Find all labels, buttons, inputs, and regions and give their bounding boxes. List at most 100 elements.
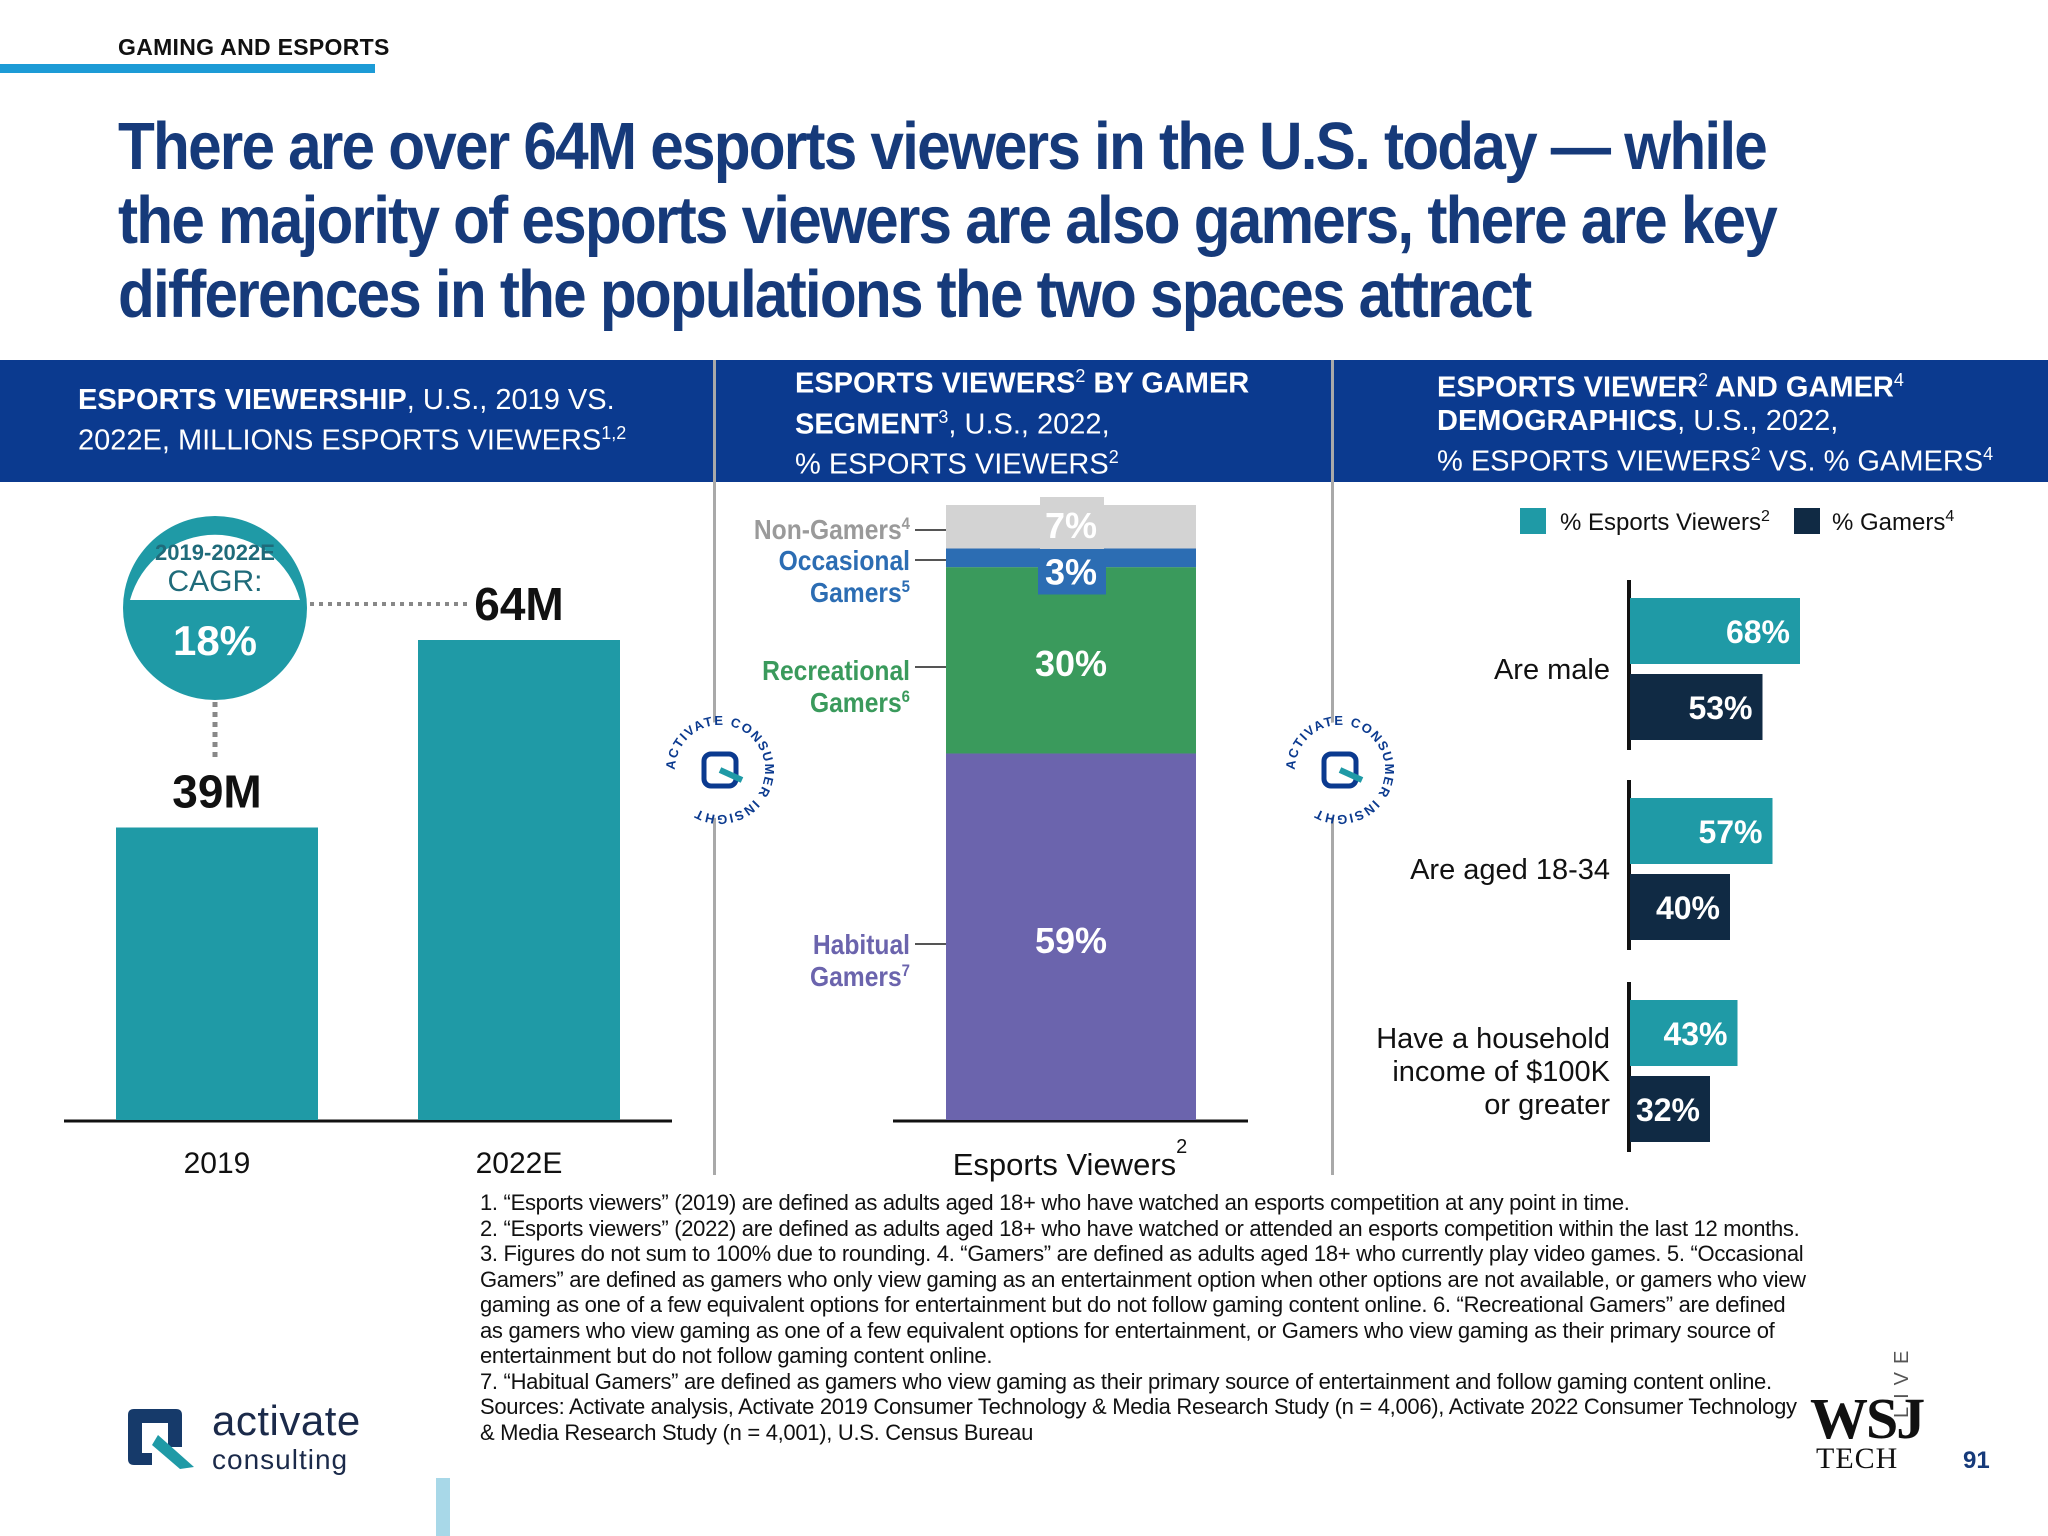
page-title: There are over 64M esports viewers in th… xyxy=(118,109,1778,332)
footnote-1: 1. “Esports viewers” (2019) are defined … xyxy=(480,1190,1630,1215)
legend-label-gamers: % Gamers4 xyxy=(1832,508,1954,536)
panel-header-sup-3: 2 xyxy=(1108,447,1119,468)
panel-header-bold-2: BY GAMER SEGMENT xyxy=(795,367,1250,441)
x-axis-title-text: Esports Viewers xyxy=(953,1147,1176,1182)
segment-label: Recreational xyxy=(762,655,910,687)
panel-header-rest: , U.S., 2022, xyxy=(948,408,1110,441)
section-label: GAMING AND ESPORTS xyxy=(118,34,390,60)
data-label: 43% xyxy=(1663,1016,1727,1052)
segment-label: Habitual xyxy=(813,929,910,961)
footnote-2: 2. “Esports viewers” (2022) are defined … xyxy=(480,1215,1806,1369)
cagr-value: 18% xyxy=(173,617,257,664)
x-tick-label: 2019 xyxy=(184,1147,251,1180)
legend-sup: 2 xyxy=(1761,508,1770,525)
logo-sub: consulting xyxy=(212,1444,349,1475)
segment-label: Non-Gamers4 xyxy=(754,514,910,546)
panel-header-rest: , U.S., 2022, xyxy=(1677,404,1839,437)
legend-label-viewers: % Esports Viewers2 xyxy=(1560,508,1770,536)
logo-name: activate xyxy=(212,1397,361,1444)
footnotes: 1. “Esports viewers” (2019) are defined … xyxy=(480,1190,1810,1445)
activate-logo-icon xyxy=(128,1409,194,1469)
data-label: 64M xyxy=(474,578,563,630)
bar-viewers xyxy=(1630,598,1800,664)
cagr-years: 2019-2022E xyxy=(155,540,275,565)
panel-header-line3: % ESPORTS VIEWERS xyxy=(795,448,1109,481)
panel-header-sup-2: 4 xyxy=(1893,369,1904,390)
legend-text: % Gamers xyxy=(1832,509,1945,536)
panel-header-viewership: ESPORTS VIEWERSHIP, U.S., 2019 VS. 2022E… xyxy=(0,360,715,482)
panel-header-bold: ESPORTS VIEWERS xyxy=(795,367,1076,400)
panel-header-sup-4: 4 xyxy=(1983,443,1994,464)
panel-header-bold-3: DEMOGRAPHICS xyxy=(1437,404,1678,437)
legend-swatch-viewers xyxy=(1520,508,1546,534)
data-label: 32% xyxy=(1636,1092,1700,1128)
panel-header-sup: 2 xyxy=(1075,366,1086,387)
bar-2019 xyxy=(116,827,318,1120)
data-label: 40% xyxy=(1656,890,1720,926)
data-label: 59% xyxy=(1035,920,1107,961)
panel-header-sup-3: 2 xyxy=(1750,443,1761,464)
segment-label: Gamers6 xyxy=(810,687,910,719)
category-label: Are male xyxy=(1494,654,1610,686)
panel-header-sup: 1,2 xyxy=(601,423,627,444)
section-accent-bar xyxy=(0,64,375,73)
segment-label-sup: 5 xyxy=(902,578,910,596)
seal-logo-icon xyxy=(1321,751,1359,789)
category-label: income of $100K xyxy=(1392,1056,1610,1088)
activate-insight-seal-1: ACTIVATE CONSUMER INSIGHT xyxy=(663,713,776,827)
x-axis-title: Esports Viewers2 xyxy=(953,1136,1188,1182)
panel-header-sup: 2 xyxy=(1698,369,1709,390)
x-tick-label: 2022E xyxy=(476,1147,563,1180)
panel-header-bold: ESPORTS VIEWER xyxy=(1437,371,1699,404)
segment-label: Gamers5 xyxy=(810,577,910,609)
data-label: 68% xyxy=(1726,614,1790,650)
segment-label: Occasional xyxy=(779,545,910,577)
data-label: 39M xyxy=(172,766,261,818)
panel-header-demographics: ESPORTS VIEWER2 AND GAMER4 DEMOGRAPHICS,… xyxy=(1333,360,2048,482)
data-label-bg xyxy=(1038,546,1106,595)
bar-gamers xyxy=(1630,874,1730,940)
bar-2022E xyxy=(418,640,620,1120)
footnote-7: 7. “Habitual Gamers” are defined as game… xyxy=(480,1368,1772,1394)
panel-header-line3b: VS. % GAMERS xyxy=(1760,445,1984,478)
panel-header-segment: ESPORTS VIEWERS2 BY GAMER SEGMENT3, U.S.… xyxy=(715,360,1333,482)
category-label: Are aged 18-34 xyxy=(1410,854,1610,886)
wsj-logo-side: LIVE xyxy=(1891,1342,1913,1418)
x-axis-title-sup: 2 xyxy=(1176,1136,1187,1158)
panel-header-line3: % ESPORTS VIEWERS xyxy=(1437,445,1751,478)
data-label: 7% xyxy=(1045,505,1097,546)
legend-text: % Esports Viewers xyxy=(1560,509,1761,536)
segment-label-sup: 7 xyxy=(902,962,910,980)
panel-header-sup-2: 3 xyxy=(938,406,949,427)
cagr-circle-top xyxy=(130,534,300,600)
segment-label-sup: 6 xyxy=(902,688,910,706)
segment-habitual-gamers xyxy=(946,753,1196,1120)
panel-header-bold: ESPORTS VIEWERSHIP xyxy=(78,384,407,417)
sources: Sources: Activate analysis, Activate 201… xyxy=(480,1394,1797,1445)
panel-header-rest: , U.S., 2019 VS. 2022E, MILLIONS ESPORTS… xyxy=(78,384,615,457)
bottom-accent-bar xyxy=(436,1478,450,1536)
bar-gamers xyxy=(1630,1076,1710,1142)
seal-logo-icon xyxy=(701,751,739,789)
bar-viewers xyxy=(1630,798,1773,864)
page-number: 91 xyxy=(1963,1447,1990,1474)
activate-insight-seal-2: ACTIVATE CONSUMER INSIGHT xyxy=(1283,713,1396,827)
wsj-logo-top: WSJ xyxy=(1810,1386,1925,1451)
demographics-chart: % Esports Viewers2 % Gamers4 68% 53% Are m… xyxy=(1376,508,1954,1152)
bar-gamers xyxy=(1630,674,1763,740)
segment-label: Gamers7 xyxy=(810,961,910,993)
data-label: 53% xyxy=(1688,690,1752,726)
category-label: or greater xyxy=(1484,1089,1610,1121)
segment-label-sup: 4 xyxy=(902,515,910,533)
data-label: 3% xyxy=(1045,551,1097,592)
data-label-bg xyxy=(1040,497,1104,549)
legend-sup: 4 xyxy=(1945,508,1954,525)
category-label: Have a household xyxy=(1376,1023,1610,1055)
cagr-label: CAGR: xyxy=(167,565,262,598)
panel-header-bold-2: AND GAMER xyxy=(1708,371,1894,404)
wsj-logo-bottom: TECH xyxy=(1816,1442,1899,1475)
bar-viewers xyxy=(1630,1000,1738,1066)
legend-swatch-gamers xyxy=(1794,508,1820,534)
